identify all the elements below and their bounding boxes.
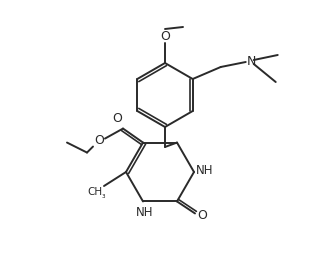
Text: O: O (160, 29, 170, 43)
Text: O: O (197, 209, 207, 222)
Text: CH: CH (88, 187, 103, 197)
Text: NH: NH (196, 164, 214, 176)
Text: O: O (94, 134, 104, 147)
Text: N: N (247, 55, 256, 67)
Text: NH: NH (136, 206, 154, 219)
Text: O: O (112, 112, 122, 125)
Text: ₃: ₃ (101, 190, 105, 200)
